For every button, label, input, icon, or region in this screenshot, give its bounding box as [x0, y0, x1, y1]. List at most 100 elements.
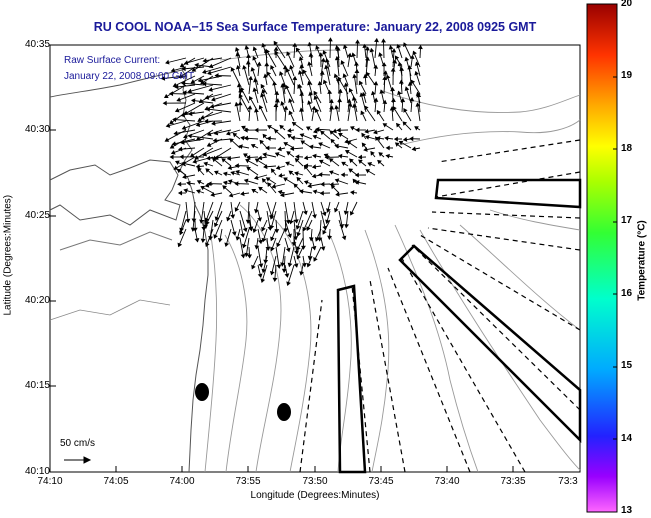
current-vector-head — [292, 75, 298, 81]
current-vector — [239, 210, 247, 232]
current-vector-head — [417, 44, 423, 50]
current-vector-head — [229, 138, 234, 143]
current-vector-head — [213, 234, 218, 239]
current-vector-head — [308, 144, 314, 150]
current-vector-head — [287, 262, 293, 268]
current-vector-head — [280, 192, 285, 198]
current-vector-head — [397, 90, 402, 96]
current-vector-head — [226, 216, 231, 222]
current-vector-head — [294, 171, 299, 176]
current-vector-head — [411, 146, 417, 152]
current-vector-head — [322, 50, 328, 55]
current-vector-head — [364, 134, 370, 140]
current-vector-head — [347, 102, 353, 107]
current-vector-head — [190, 79, 196, 84]
current-vector-head — [252, 228, 258, 234]
current-vector-head — [385, 153, 390, 159]
ytick: 40:25 — [24, 210, 50, 221]
current-vector-head — [342, 73, 348, 79]
current-vector-head — [202, 69, 207, 75]
current-vector-head — [283, 142, 289, 147]
current-vector-head — [176, 97, 181, 102]
current-vector-head — [273, 46, 279, 51]
current-vector-head — [307, 183, 312, 189]
current-vector-head — [320, 130, 325, 136]
current-vector-head — [291, 121, 297, 127]
current-vector — [345, 83, 349, 104]
current-vector-head — [403, 42, 408, 47]
current-vector-head — [267, 182, 272, 187]
current-vector — [239, 237, 245, 258]
current-vector-head — [169, 154, 174, 160]
current-vector-head — [164, 137, 170, 142]
current-vector-head — [363, 147, 368, 152]
current-vector-head — [400, 97, 406, 103]
current-vector — [213, 219, 223, 239]
current-vector-head — [388, 45, 394, 50]
current-vector-head — [396, 43, 402, 49]
current-vector-head — [214, 155, 219, 161]
current-vector-head — [379, 89, 385, 94]
current-vector-head — [351, 96, 357, 101]
current-vector-head — [235, 236, 241, 241]
current-vector — [166, 120, 187, 127]
colorbar-tick: 17 — [621, 215, 633, 226]
current-vector-head — [171, 141, 177, 146]
xtick: 73:45 — [368, 476, 394, 487]
current-vector-head — [323, 153, 329, 159]
current-vector-head — [340, 60, 346, 65]
current-vector — [181, 138, 205, 144]
current-vector-head — [307, 41, 313, 47]
current-vector-head — [261, 178, 267, 183]
current-vector — [257, 246, 262, 268]
current-vector-head — [299, 189, 304, 194]
current-vector-head — [196, 189, 201, 194]
current-vector-head — [312, 214, 317, 219]
current-vector-head — [354, 61, 359, 66]
current-vector-head — [240, 135, 245, 141]
current-vector-head — [273, 40, 279, 46]
current-vector-head — [285, 247, 291, 253]
current-vector — [182, 66, 205, 70]
current-vector-head — [416, 93, 422, 98]
current-vector-head — [392, 59, 398, 64]
current-vector-head — [279, 124, 285, 130]
radial-lines — [299, 139, 581, 473]
current-vector-head — [261, 42, 267, 48]
current-vector-head — [360, 110, 365, 116]
current-vector-head — [204, 217, 210, 223]
current-vector-head — [333, 73, 339, 78]
current-vector-head — [206, 131, 212, 137]
current-vector — [293, 201, 298, 223]
current-vector-head — [260, 92, 265, 98]
current-vector-head — [246, 166, 251, 172]
current-vector-head — [299, 91, 305, 96]
current-vector-head — [240, 86, 245, 92]
current-vector-head — [328, 98, 334, 104]
current-vector-head — [269, 215, 275, 220]
current-vector-head — [303, 155, 309, 161]
current-vector-head — [287, 133, 292, 139]
current-vector — [281, 83, 286, 104]
current-vector-head — [332, 128, 337, 134]
xtick: 73:40 — [434, 476, 460, 487]
current-vector-head — [271, 183, 277, 189]
current-vector — [242, 228, 250, 248]
current-vector-head — [322, 79, 328, 85]
current-vector-head — [274, 50, 279, 56]
current-vector-head — [170, 150, 176, 155]
current-vector-head — [182, 134, 188, 139]
current-vector-head — [242, 227, 248, 233]
current-vector — [265, 49, 277, 68]
current-vector-head — [162, 100, 167, 106]
current-vector-head — [321, 211, 327, 217]
current-vector-head — [348, 168, 354, 173]
current-vector-head — [247, 105, 253, 110]
current-vector-head — [407, 81, 413, 86]
x-axis-label: Longitude (Degrees:Minutes) — [250, 490, 380, 501]
current-vector-head — [312, 189, 318, 195]
current-vector-head — [222, 185, 227, 190]
current-vector-head — [206, 142, 212, 147]
current-vector-head — [230, 67, 236, 72]
current-vector-head — [256, 61, 262, 66]
